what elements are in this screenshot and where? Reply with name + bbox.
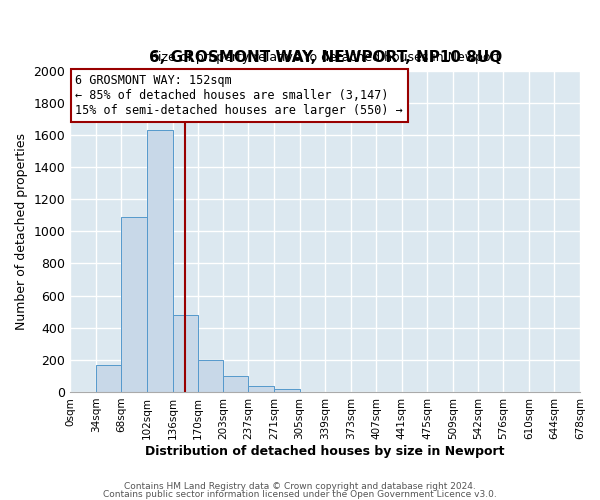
Bar <box>147 130 173 392</box>
Title: 6, GROSMONT WAY, NEWPORT, NP10 8UQ: 6, GROSMONT WAY, NEWPORT, NP10 8UQ <box>149 50 502 66</box>
Bar <box>198 360 223 392</box>
Bar <box>96 366 121 392</box>
Text: 6 GROSMONT WAY: 152sqm
← 85% of detached houses are smaller (3,147)
15% of semi-: 6 GROSMONT WAY: 152sqm ← 85% of detached… <box>76 74 403 117</box>
Y-axis label: Number of detached properties: Number of detached properties <box>15 133 28 330</box>
Text: Contains public sector information licensed under the Open Government Licence v3: Contains public sector information licen… <box>103 490 497 499</box>
Bar <box>274 388 299 392</box>
X-axis label: Distribution of detached houses by size in Newport: Distribution of detached houses by size … <box>145 444 505 458</box>
Text: Size of property relative to detached houses in Newport: Size of property relative to detached ho… <box>150 52 500 64</box>
Bar <box>173 315 198 392</box>
Text: Contains HM Land Registry data © Crown copyright and database right 2024.: Contains HM Land Registry data © Crown c… <box>124 482 476 491</box>
Bar <box>248 386 274 392</box>
Bar <box>223 376 248 392</box>
Bar <box>121 217 147 392</box>
